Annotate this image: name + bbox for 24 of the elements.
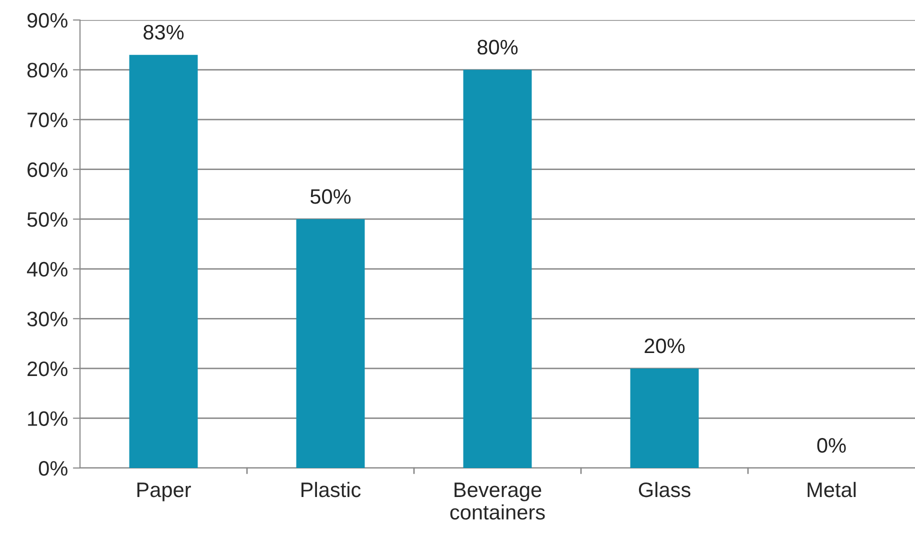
x-tick-label: Metal — [808, 482, 856, 498]
y-tick-label: 50% — [27, 212, 68, 227]
y-tick-label: 30% — [27, 312, 68, 326]
bar — [463, 70, 532, 468]
y-tick-label: 60% — [28, 162, 68, 178]
data-label: 50% — [310, 189, 351, 204]
y-tick-label: 70% — [28, 112, 68, 128]
x-tick-label: Paper — [137, 482, 191, 502]
x-tick-label: Plastic — [302, 482, 361, 498]
x-tick-label: Beverage containers — [450, 482, 545, 520]
data-label: 0% — [817, 438, 846, 453]
data-label: 20% — [644, 338, 685, 354]
x-tick-label: Glass — [638, 482, 690, 498]
data-label: 83% — [144, 24, 184, 40]
bar — [630, 368, 699, 468]
data-label: 80% — [478, 40, 518, 55]
y-tick-label: 0% — [38, 461, 68, 476]
bar — [296, 219, 365, 468]
y-tick-label: 10% — [28, 411, 68, 426]
y-tick-label: 40% — [26, 262, 68, 277]
bar — [129, 54, 198, 468]
y-tick-label: 80% — [27, 62, 68, 78]
y-tick-label: 90% — [27, 13, 68, 28]
y-tick-label: 20% — [28, 361, 68, 376]
